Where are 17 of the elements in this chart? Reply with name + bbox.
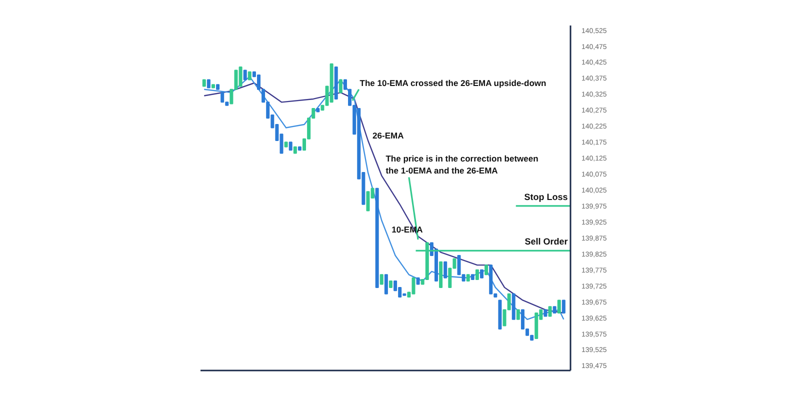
candlestick <box>380 274 384 285</box>
candlestick <box>243 70 247 80</box>
candlestick <box>548 306 552 317</box>
ref-line-label: Sell Order <box>524 236 568 247</box>
candlestick <box>444 261 448 278</box>
candlestick <box>384 274 388 294</box>
candlestick <box>516 309 520 320</box>
candlestick <box>484 264 488 276</box>
candlestick <box>338 79 342 94</box>
candlestick <box>220 92 224 103</box>
ref-line-label: Stop Loss <box>524 192 568 202</box>
candlestick <box>475 269 479 280</box>
candlestick <box>562 300 566 314</box>
annotation: The price is in the correction between the 1-0EMA and the 26-EMA <box>386 154 538 176</box>
annotation: 26-EMA <box>372 130 404 140</box>
candlestick <box>557 300 561 314</box>
annotation: The 10-EMA crossed the 26-EMA upside-down <box>360 78 546 88</box>
